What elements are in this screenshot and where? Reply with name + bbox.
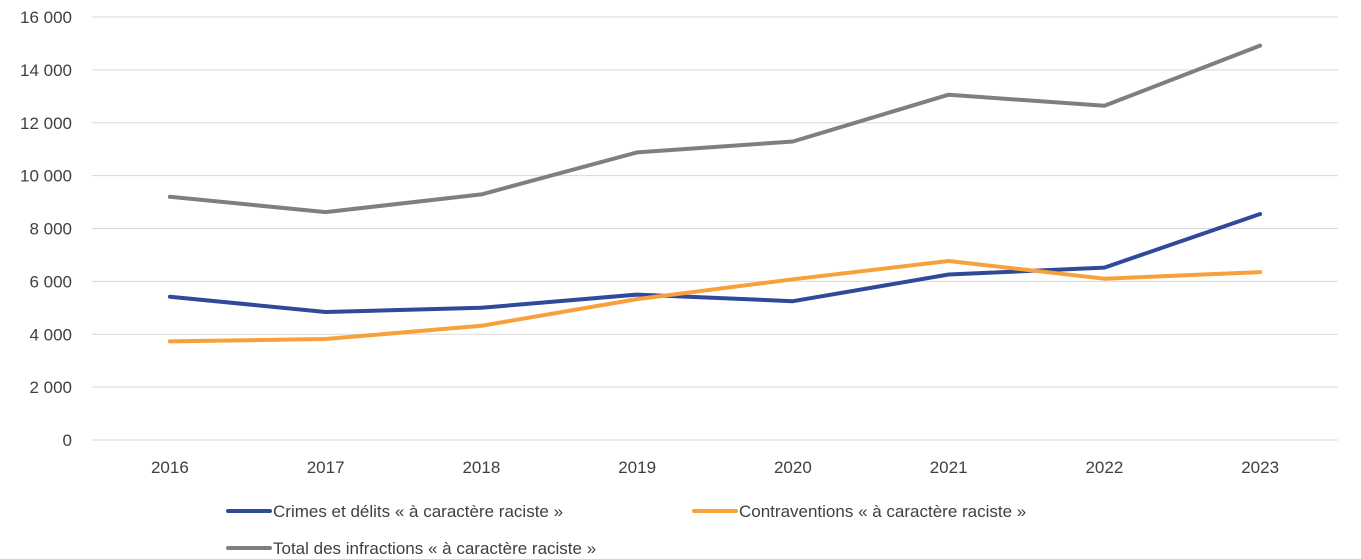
- legend-label-2: Total des infractions « à caractère raci…: [273, 539, 596, 558]
- y-tick-label: 10 000: [20, 167, 72, 186]
- x-tick-label: 2017: [307, 458, 345, 477]
- series-lines: [167, 43, 1263, 344]
- x-tick-label: 2016: [151, 458, 189, 477]
- y-tick-label: 6 000: [29, 272, 72, 291]
- x-axis-tick-labels: 2016 2017 2018 2019 2020 2021 2022 2023: [151, 458, 1279, 477]
- y-tick-label: 2 000: [29, 378, 72, 397]
- legend: Crimes et délits « à caractère raciste »…: [226, 502, 1026, 558]
- y-tick-label: 14 000: [20, 61, 72, 80]
- x-tick-label: 2022: [1085, 458, 1123, 477]
- x-tick-label: 2018: [462, 458, 500, 477]
- y-axis-tick-labels: 0 2 000 4 000 6 000 8 000 10 000 12 000 14 000 1…: [20, 8, 72, 450]
- y-tick-label: 0: [63, 431, 72, 450]
- x-tick-label: 2023: [1241, 458, 1279, 477]
- x-tick-label: 2019: [618, 458, 656, 477]
- x-tick-label: 2021: [930, 458, 968, 477]
- x-tick-label: 2020: [774, 458, 812, 477]
- y-tick-label: 4 000: [29, 325, 72, 344]
- series-line-2: [167, 43, 1263, 215]
- legend-label-0: Crimes et délits « à caractère raciste »: [273, 502, 563, 521]
- gridlines: [92, 16, 1338, 441]
- y-tick-label: 16 000: [20, 8, 72, 27]
- y-tick-label: 12 000: [20, 114, 72, 133]
- series-line-1: [167, 259, 1263, 344]
- legend-label-1: Contraventions « à caractère raciste »: [739, 502, 1026, 521]
- series-line-0: [167, 212, 1263, 314]
- y-tick-label: 8 000: [29, 220, 72, 239]
